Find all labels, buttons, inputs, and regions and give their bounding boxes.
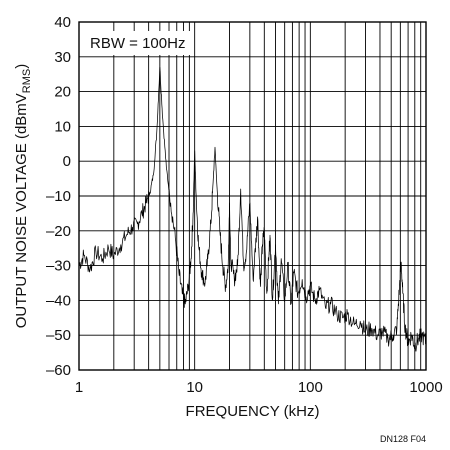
y-tick-label: 10: [54, 118, 71, 135]
x-tick-label: 10: [186, 379, 203, 396]
y-tick-label: –50: [46, 327, 71, 344]
y-tick-label: –20: [46, 223, 71, 240]
y-tick-label: 20: [54, 84, 71, 101]
y-tick-label: –60: [46, 362, 71, 379]
y-tick-label: 0: [63, 153, 71, 170]
y-tick-label: –30: [46, 258, 71, 275]
y-tick-label: 40: [54, 14, 71, 31]
y-axis-title-subscript: RMS: [21, 69, 33, 93]
x-axis-title: FREQUENCY (kHz): [186, 403, 320, 420]
plot-frame: [78, 21, 427, 371]
noise-trace: [78, 66, 427, 352]
x-tick-label: 1000: [409, 379, 442, 396]
figure-code: DN128 F04: [380, 434, 426, 444]
rbw-annotation-box: [84, 31, 194, 55]
y-axis-title-main: OUTPUT NOISE VOLTAGE (dBmV: [13, 93, 30, 328]
y-tick-label: 30: [54, 49, 71, 66]
grid-layer: [79, 22, 426, 370]
y-axis-title-close: ): [13, 64, 30, 69]
y-tick-label: –10: [46, 188, 71, 205]
y-tick-label: –40: [46, 292, 71, 309]
y-axis-title: OUTPUT NOISE VOLTAGE (dBmVRMS): [13, 64, 33, 329]
rbw-annotation: RBW = 100Hz: [90, 35, 185, 52]
x-tick-label: 100: [298, 379, 323, 396]
x-tick-label: 1: [75, 379, 83, 396]
